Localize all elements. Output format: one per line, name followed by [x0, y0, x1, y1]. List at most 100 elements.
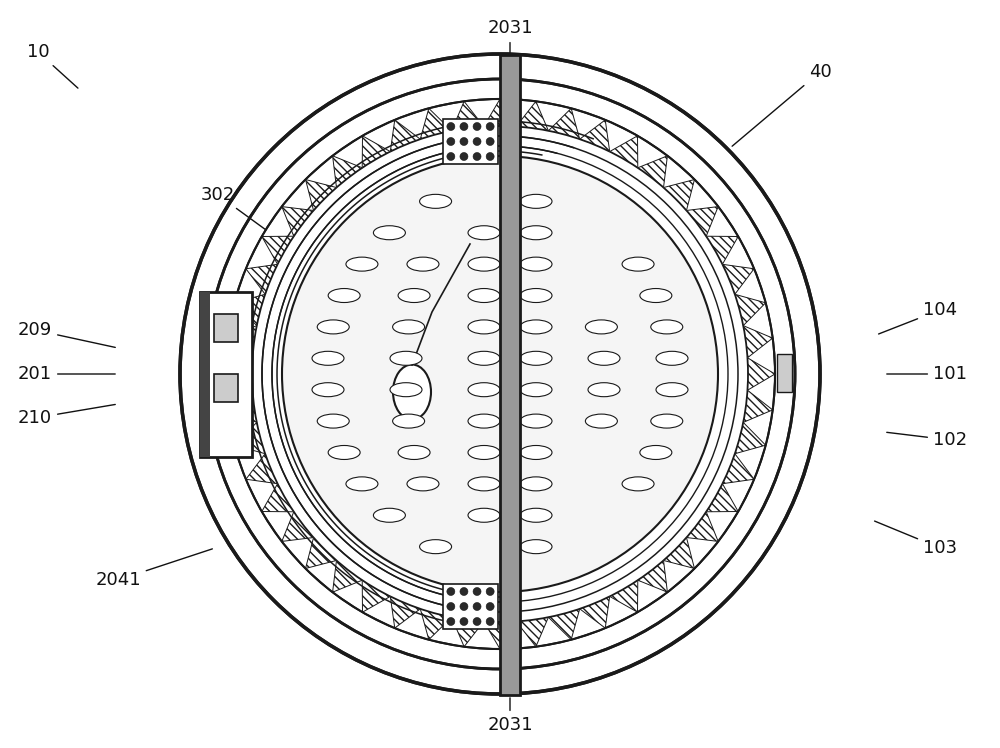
- Polygon shape: [262, 206, 294, 236]
- Polygon shape: [333, 580, 363, 612]
- FancyBboxPatch shape: [214, 314, 238, 342]
- Ellipse shape: [520, 477, 552, 491]
- Ellipse shape: [460, 153, 468, 161]
- Text: 209: 209: [18, 321, 115, 347]
- Ellipse shape: [447, 602, 455, 610]
- Ellipse shape: [420, 194, 452, 209]
- Circle shape: [282, 156, 718, 592]
- Circle shape: [252, 126, 748, 622]
- Polygon shape: [227, 410, 257, 445]
- Ellipse shape: [373, 226, 405, 240]
- Ellipse shape: [468, 320, 500, 334]
- FancyBboxPatch shape: [200, 292, 210, 456]
- Ellipse shape: [460, 602, 468, 610]
- Ellipse shape: [473, 618, 481, 625]
- Ellipse shape: [520, 383, 552, 396]
- Polygon shape: [246, 479, 278, 512]
- Polygon shape: [722, 236, 754, 269]
- Polygon shape: [747, 338, 775, 374]
- Ellipse shape: [473, 602, 481, 610]
- Polygon shape: [536, 617, 571, 647]
- Ellipse shape: [420, 539, 452, 554]
- Ellipse shape: [460, 138, 468, 146]
- Ellipse shape: [656, 383, 688, 396]
- Polygon shape: [638, 136, 667, 168]
- Ellipse shape: [656, 352, 688, 365]
- Ellipse shape: [468, 508, 500, 522]
- Polygon shape: [605, 596, 638, 628]
- Polygon shape: [282, 180, 314, 210]
- Polygon shape: [743, 410, 773, 445]
- Polygon shape: [464, 99, 500, 126]
- Ellipse shape: [640, 446, 672, 459]
- Polygon shape: [605, 120, 638, 152]
- Text: 10: 10: [27, 43, 78, 88]
- Polygon shape: [225, 374, 253, 410]
- Circle shape: [205, 79, 795, 669]
- Polygon shape: [706, 512, 738, 542]
- FancyBboxPatch shape: [443, 119, 498, 164]
- Polygon shape: [306, 156, 336, 188]
- Polygon shape: [743, 303, 773, 338]
- Ellipse shape: [520, 257, 552, 271]
- Polygon shape: [686, 538, 718, 568]
- Polygon shape: [362, 120, 395, 152]
- Ellipse shape: [473, 123, 481, 130]
- Polygon shape: [500, 99, 536, 126]
- Ellipse shape: [468, 446, 500, 459]
- Polygon shape: [571, 108, 605, 139]
- Text: 2041: 2041: [95, 549, 212, 589]
- Ellipse shape: [407, 477, 439, 491]
- Polygon shape: [395, 609, 429, 640]
- Ellipse shape: [346, 477, 378, 491]
- FancyBboxPatch shape: [214, 374, 238, 402]
- Polygon shape: [664, 156, 694, 188]
- Polygon shape: [363, 596, 395, 628]
- Polygon shape: [638, 580, 667, 612]
- Ellipse shape: [390, 352, 422, 365]
- Polygon shape: [429, 101, 464, 131]
- Ellipse shape: [317, 320, 349, 334]
- Circle shape: [225, 99, 775, 649]
- Ellipse shape: [447, 153, 455, 161]
- FancyBboxPatch shape: [200, 292, 252, 456]
- Ellipse shape: [473, 153, 481, 161]
- Ellipse shape: [473, 587, 481, 595]
- Ellipse shape: [520, 289, 552, 302]
- Polygon shape: [246, 236, 278, 269]
- Ellipse shape: [468, 414, 500, 428]
- Ellipse shape: [312, 383, 344, 396]
- Polygon shape: [747, 374, 775, 410]
- Polygon shape: [722, 479, 754, 512]
- Ellipse shape: [486, 602, 494, 610]
- Ellipse shape: [486, 138, 494, 146]
- Ellipse shape: [468, 226, 500, 240]
- Text: 201: 201: [18, 365, 115, 383]
- Polygon shape: [706, 206, 738, 236]
- Ellipse shape: [393, 364, 431, 420]
- Polygon shape: [735, 269, 766, 303]
- Ellipse shape: [520, 508, 552, 522]
- FancyBboxPatch shape: [500, 55, 520, 695]
- Ellipse shape: [393, 320, 425, 334]
- Ellipse shape: [468, 289, 500, 302]
- Ellipse shape: [486, 153, 494, 161]
- Ellipse shape: [317, 414, 349, 428]
- Ellipse shape: [447, 587, 455, 595]
- Polygon shape: [571, 609, 605, 640]
- Ellipse shape: [312, 352, 344, 365]
- Ellipse shape: [390, 383, 422, 396]
- Ellipse shape: [585, 414, 617, 428]
- Ellipse shape: [520, 320, 552, 334]
- Ellipse shape: [393, 414, 425, 428]
- Polygon shape: [735, 445, 766, 479]
- Polygon shape: [464, 622, 500, 649]
- Circle shape: [225, 99, 775, 649]
- Ellipse shape: [328, 446, 360, 459]
- Ellipse shape: [398, 289, 430, 302]
- Ellipse shape: [473, 138, 481, 146]
- Polygon shape: [686, 180, 718, 210]
- Ellipse shape: [622, 257, 654, 271]
- Ellipse shape: [346, 257, 378, 271]
- Ellipse shape: [520, 194, 552, 209]
